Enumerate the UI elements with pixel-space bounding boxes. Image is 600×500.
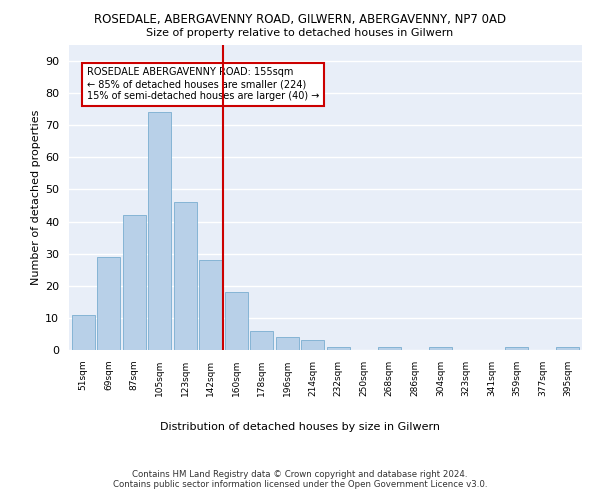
Text: ROSEDALE, ABERGAVENNY ROAD, GILWERN, ABERGAVENNY, NP7 0AD: ROSEDALE, ABERGAVENNY ROAD, GILWERN, ABE…: [94, 12, 506, 26]
Text: ROSEDALE ABERGAVENNY ROAD: 155sqm
← 85% of detached houses are smaller (224)
15%: ROSEDALE ABERGAVENNY ROAD: 155sqm ← 85% …: [87, 68, 319, 100]
Y-axis label: Number of detached properties: Number of detached properties: [31, 110, 41, 285]
Text: Distribution of detached houses by size in Gilwern: Distribution of detached houses by size …: [160, 422, 440, 432]
Bar: [505, 347, 529, 350]
Text: Size of property relative to detached houses in Gilwern: Size of property relative to detached ho…: [146, 28, 454, 38]
Bar: [199, 260, 222, 350]
Bar: [429, 347, 452, 350]
Bar: [148, 112, 171, 350]
Bar: [250, 330, 273, 350]
Bar: [71, 314, 95, 350]
Bar: [122, 215, 146, 350]
Bar: [327, 347, 350, 350]
Bar: [378, 347, 401, 350]
Bar: [276, 337, 299, 350]
Bar: [173, 202, 197, 350]
Bar: [556, 347, 580, 350]
Bar: [97, 257, 120, 350]
Bar: [224, 292, 248, 350]
Bar: [301, 340, 324, 350]
Text: Contains HM Land Registry data © Crown copyright and database right 2024.
Contai: Contains HM Land Registry data © Crown c…: [113, 470, 487, 490]
